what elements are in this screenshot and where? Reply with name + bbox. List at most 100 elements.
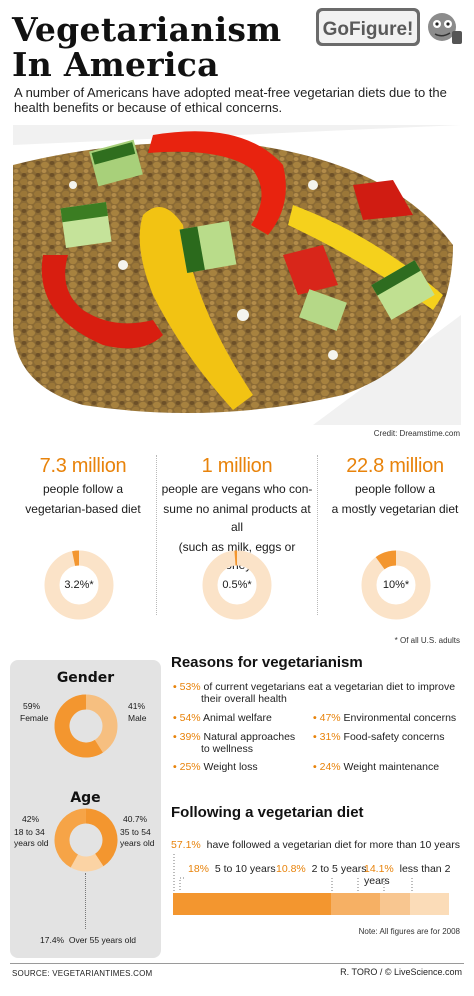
footnote: * Of all U.S. adults: [394, 636, 460, 645]
over10-row: 57.1% have followed a vegetarian diet fo…: [171, 839, 460, 851]
y5to10-text: 5 to 10 years: [214, 863, 276, 875]
reason-pct: 47%: [319, 712, 341, 724]
lt2-pct: 14.1%: [364, 863, 394, 875]
donut-label: 0.5%*: [222, 579, 252, 591]
title-line-2: In America: [12, 45, 219, 84]
stat-mostly-vegetarian: 22.8 million people follow a a mostly ve…: [322, 455, 468, 518]
female-label: Female: [20, 713, 49, 723]
lt2-text: less than 2 years: [364, 863, 451, 887]
photo-credit: Credit: Dreamstime.com: [373, 429, 460, 438]
bullet-icon: •: [313, 761, 317, 773]
male-label: Male: [128, 713, 147, 723]
male-pct: 41%: [128, 701, 146, 711]
source: SOURCE: VEGETARIANTIMES.COM: [12, 969, 153, 978]
age-mid-label-1: 35 to 54: [120, 827, 151, 837]
page-title: Vegetarianism In America: [12, 12, 282, 82]
logo-text: GoFigure!: [323, 19, 414, 40]
bullet-icon: •: [313, 731, 317, 743]
bullet-icon: •: [173, 761, 177, 773]
reason-text: Natural approaches: [203, 731, 296, 743]
reason-pct: 31%: [319, 731, 341, 743]
age-young-label-2: years old: [14, 838, 49, 848]
gender-donut: [54, 694, 118, 758]
stat-line: people are vegans who con-: [161, 482, 313, 496]
age-mid-pct: 40.7%: [123, 814, 148, 824]
age-old-arc: [70, 853, 104, 872]
stat-line: people follow a: [354, 482, 436, 496]
note: Note: All figures are for 2008: [358, 927, 460, 936]
duration-stacked-bar: [173, 893, 449, 915]
reason-item: • 24% Weight maintenance: [313, 761, 439, 773]
gender-female-arc: [54, 694, 103, 758]
gender-title: Gender: [56, 670, 115, 686]
reason-text: their overall health: [201, 693, 287, 705]
bar-seg-2to5: [380, 893, 411, 915]
age-donut: [54, 808, 118, 872]
demographics-panel: Gender 59% Female 41% Male Age 42% 18 to…: [10, 660, 161, 958]
y2to5-pct: 10.8%: [276, 863, 306, 875]
stat-line: people follow a: [42, 482, 124, 496]
bar-leader-lines: [173, 854, 413, 892]
age-young-label-1: 18 to 34: [14, 827, 45, 837]
title-line-1: Vegetarianism: [12, 10, 282, 49]
intro-text: A number of Americans have adopted meat-…: [14, 85, 447, 115]
bullet-icon: •: [173, 712, 177, 724]
divider: [156, 455, 157, 615]
reason-item: • 54% Animal welfare: [173, 712, 272, 724]
age-old-text: Over 55 years old: [68, 935, 136, 945]
donut-vegans: [202, 550, 272, 620]
reason-item: • 53% of current vegetarians eat a veget…: [173, 681, 463, 705]
reason-text: Animal welfare: [202, 712, 272, 724]
y2to5-text: 2 to 5 years: [311, 863, 367, 875]
donut-value-arc: [375, 550, 397, 570]
gofigure-logo: GoFigure!: [316, 8, 462, 46]
over10-text: have followed a vegetarian diet for more…: [206, 839, 460, 851]
stat-vegetarian-based: 7.3 million people follow a vegetarian-b…: [18, 455, 148, 518]
reason-text: Weight maintenance: [343, 761, 440, 773]
age-young-pct: 42%: [22, 814, 40, 824]
stat-number: 22.8 million: [346, 455, 444, 477]
stat-line: sume no animal products at all: [163, 502, 311, 534]
bar-seg-lt2: [410, 893, 449, 915]
donut-label: 10%*: [382, 579, 410, 591]
lt2-row: 14.1% less than 2 years: [364, 863, 474, 887]
age-old-label: 17.4% Over 55 years old: [40, 935, 136, 946]
donut-label: 3.2%*: [64, 579, 94, 591]
reason-pct: 53%: [179, 681, 201, 693]
age-mid-label-2: years old: [120, 838, 155, 848]
bar-seg-over10: [173, 893, 331, 915]
donut-vegetarian-based: [44, 550, 114, 620]
mascot-icon: [428, 13, 462, 44]
reason-item: • 31% Food-safety concerns: [313, 731, 445, 743]
age-leader-line: [85, 873, 86, 929]
reason-text: Food-safety concerns: [343, 731, 445, 743]
reason-text: to wellness: [201, 743, 253, 755]
reason-text: Weight loss: [203, 761, 258, 773]
reason-item: • 25% Weight loss: [173, 761, 258, 773]
reason-pct: 54%: [179, 712, 201, 724]
stat-vegans: 1 million people are vegans who con- sum…: [160, 455, 314, 574]
reasons-title: Reasons for vegetarianism: [171, 654, 363, 671]
bullet-icon: •: [173, 681, 177, 693]
female-pct: 59%: [23, 701, 41, 711]
y5to10-row: 18% 5 to 10 years: [188, 863, 276, 875]
bullet-icon: •: [173, 731, 177, 743]
stat-line: a mostly vegetarian diet: [331, 502, 459, 516]
y5to10-pct: 18%: [188, 863, 210, 875]
reason-text: Environmental concerns: [343, 712, 457, 724]
following-title: Following a vegetarian diet: [171, 804, 364, 821]
over10-pct: 57.1%: [171, 839, 201, 851]
lentil-salad-photo: [13, 125, 461, 425]
age-old-pct: 17.4%: [40, 935, 65, 945]
age-title: Age: [70, 790, 101, 806]
stat-number: 1 million: [201, 455, 273, 477]
reason-pct: 39%: [179, 731, 201, 743]
bullet-icon: •: [313, 712, 317, 724]
stat-line: vegetarian-based diet: [25, 502, 141, 516]
y2to5-row: 10.8% 2 to 5 years: [276, 863, 367, 875]
reason-item: • 39% Natural approaches to wellness: [173, 731, 295, 755]
reason-pct: 24%: [319, 761, 341, 773]
donut-mostly-vegetarian: [361, 550, 431, 620]
byline: R. TORO / © LiveScience.com: [340, 967, 462, 977]
reason-text: of current vegetarians eat a vegetarian …: [203, 681, 456, 693]
